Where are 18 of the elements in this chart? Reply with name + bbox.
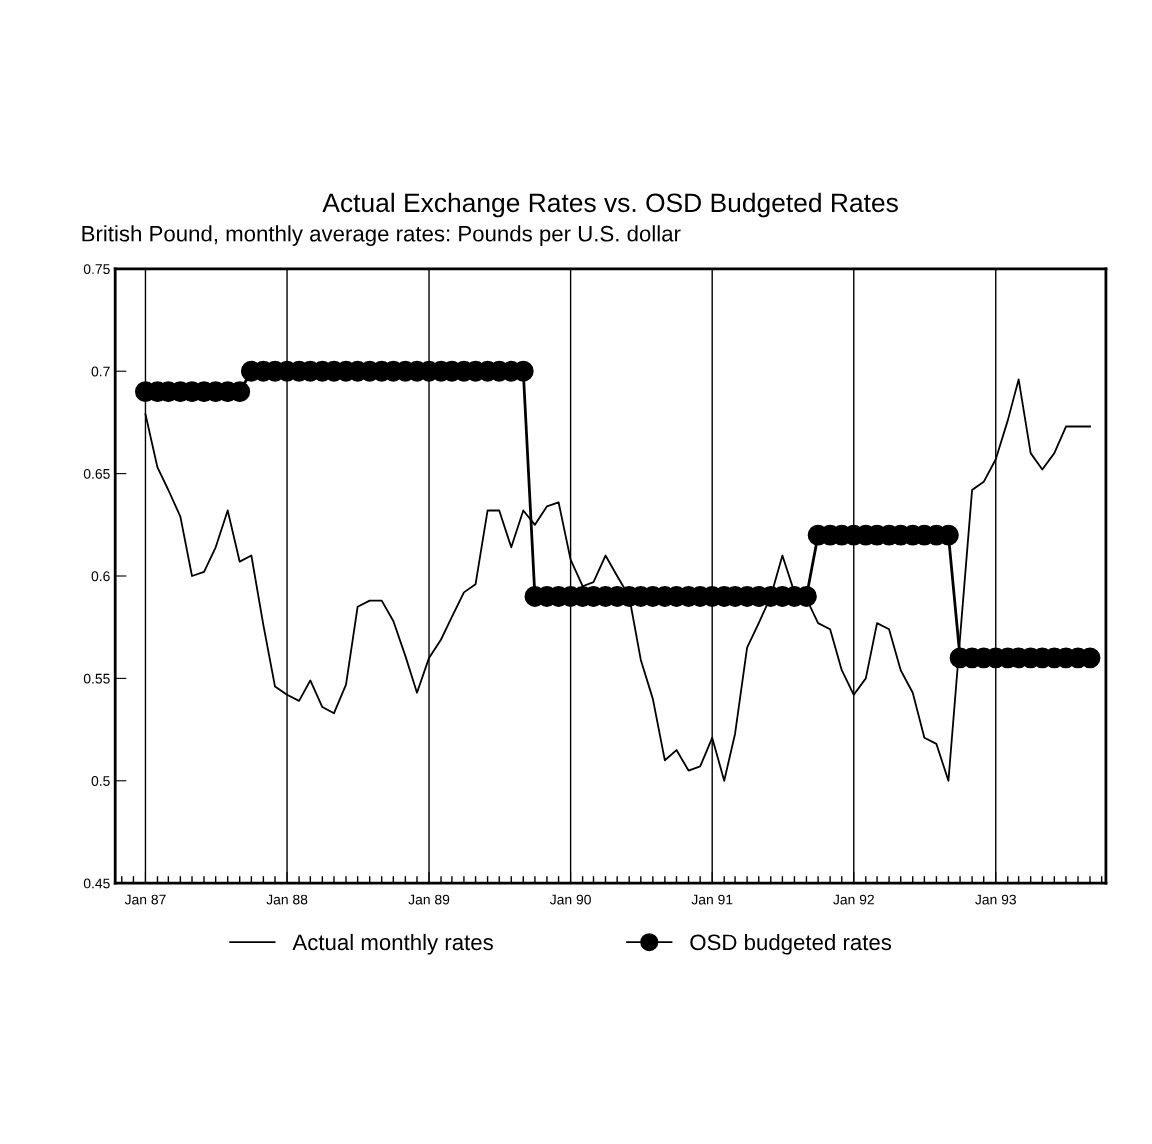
chart-title: Actual Exchange Rates vs. OSD Budgeted Rates: [322, 192, 898, 218]
x-tick-label: Jan 92: [833, 894, 874, 905]
y-tick-label: 0.6: [91, 571, 110, 582]
y-tick-label: 0.55: [83, 673, 110, 684]
x-tick-label: Jan 88: [266, 894, 308, 905]
y-tick-label: 0.75: [83, 264, 110, 275]
y-tick-label: 0.65: [83, 468, 110, 479]
x-tick-label: Jan 90: [549, 894, 591, 905]
x-tick-label: Jan 89: [408, 894, 450, 905]
x-tick-label: Jan 87: [124, 894, 166, 905]
y-tick-label: 0.7: [91, 366, 110, 377]
y-tick-label: 0.45: [83, 878, 110, 889]
chart-subtitle: British Pound, monthly average rates: Pounds per U.S. dollar: [82, 225, 681, 246]
y-tick-label: 0.5: [91, 776, 110, 786]
legend-label: Actual monthly rates: [292, 933, 493, 955]
legend-label: OSD budgeted rates: [690, 933, 892, 955]
x-tick-label: Jan 93: [975, 894, 1016, 905]
x-tick-label: Jan 91: [691, 894, 733, 905]
